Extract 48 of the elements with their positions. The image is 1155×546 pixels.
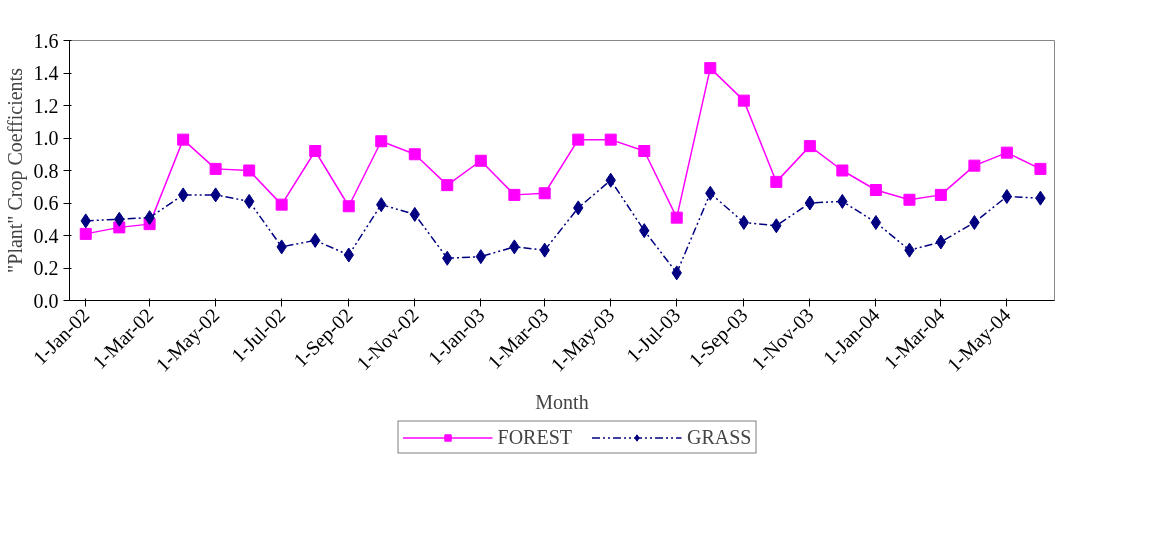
point — [342, 200, 355, 213]
point — [408, 148, 421, 161]
point — [903, 193, 916, 206]
point — [1034, 162, 1047, 175]
point — [738, 215, 750, 230]
point — [670, 211, 683, 224]
y-tick-label: 0.0 — [33, 289, 59, 312]
point — [869, 184, 882, 196]
y-tick-label: 1.0 — [33, 127, 59, 149]
point — [243, 164, 256, 177]
point — [604, 133, 617, 146]
y-tick-label: 0.6 — [33, 192, 59, 214]
point — [375, 135, 388, 148]
y-tick-label: 0.2 — [33, 257, 59, 279]
point — [1000, 146, 1013, 159]
y-tick-label: 0.4 — [33, 224, 59, 247]
point — [441, 179, 454, 192]
y-axis-title: "Plant" Crop Coefficients — [3, 67, 27, 273]
y-tick-label: 1.2 — [33, 94, 59, 117]
point — [836, 164, 849, 177]
point — [638, 145, 651, 157]
legend-label: FOREST — [497, 425, 572, 449]
point — [309, 145, 322, 157]
point — [934, 188, 947, 201]
point — [704, 62, 717, 75]
point — [1001, 189, 1013, 204]
legend-label: GRASS — [686, 425, 752, 449]
point — [538, 187, 551, 200]
point — [177, 133, 190, 146]
point — [79, 227, 92, 240]
point — [770, 175, 783, 188]
point — [177, 187, 189, 203]
y-tick-label: 1.4 — [33, 62, 59, 84]
point — [803, 140, 816, 153]
x-axis-title: Month — [535, 390, 589, 413]
y-tick-label: 0.8 — [33, 159, 59, 182]
point — [968, 159, 981, 172]
point — [969, 215, 980, 230]
point — [275, 198, 288, 211]
point — [572, 133, 585, 146]
point — [804, 195, 816, 211]
point — [508, 188, 521, 201]
point — [474, 154, 487, 167]
point — [209, 162, 222, 175]
point — [870, 215, 882, 230]
point — [737, 94, 750, 107]
y-tick-label: 1.6 — [33, 29, 59, 52]
point — [935, 234, 947, 250]
